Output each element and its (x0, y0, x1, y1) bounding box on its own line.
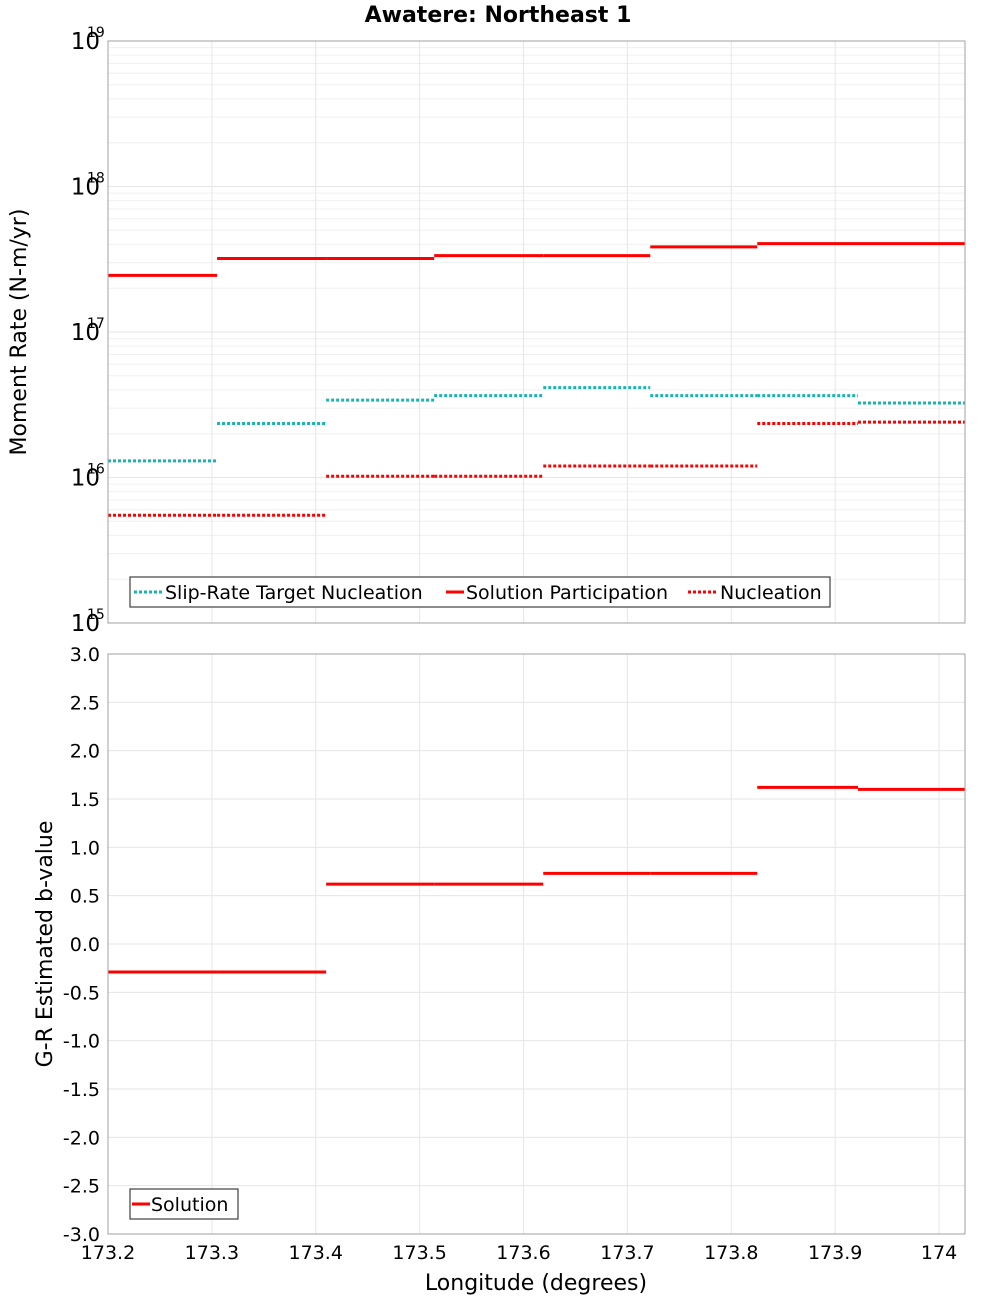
bottom-plot-frame (107, 653, 966, 1235)
x-tick-label: 173.7 (600, 1242, 654, 1264)
top-y-tick-base: 10 (71, 29, 100, 55)
bottom-gridlines (107, 653, 965, 1235)
bottom-y-tick-label: -3.0 (63, 1224, 100, 1246)
chart-title: Awatere: Northeast 1 (365, 3, 632, 28)
bottom-y-tick-label: 2.0 (70, 741, 100, 763)
x-tick-label: 174 (921, 1242, 957, 1264)
bottom-series-lines (108, 785, 965, 974)
x-axis-label: Longitude (degrees) (425, 1271, 647, 1296)
x-tick-label: 173.9 (808, 1242, 862, 1264)
bottom-y-tick-label: 1.0 (70, 837, 100, 859)
bottom-y-tick-label: 2.5 (70, 692, 100, 714)
top-y-tick-base: 10 (71, 175, 100, 201)
legend-label-solution: Solution (151, 1194, 228, 1216)
legend-label-nucleation: Nucleation (720, 582, 822, 604)
top-legend: Slip-Rate Target Nucleation Solution Par… (129, 576, 831, 608)
x-tick-labels: 173.2 173.3 173.4 173.5 173.6 173.7 173.8 173.9… (81, 1242, 957, 1264)
top-y-tick-base: 10 (71, 466, 100, 492)
x-tick-label: 173.3 (185, 1242, 239, 1264)
bottom-y-tick-label: 3.0 (70, 644, 100, 666)
b-value-panel: -3.0 -2.5 -2.0 -1.5 -1.0 -0.5 0.0 0.5 1.0 1.5 2.0 2… (33, 644, 966, 1296)
top-y-tick-exponent: 19 (87, 25, 105, 41)
bottom-y-tick-label: 0.5 (70, 886, 100, 908)
top-y-tick-base: 10 (71, 611, 100, 637)
bottom-y-tick-label: -1.0 (63, 1031, 100, 1053)
x-tick-label: 173.8 (704, 1242, 758, 1264)
x-tick-label: 173.4 (289, 1242, 343, 1264)
top-plot-frame (107, 40, 966, 624)
top-y-tick-exponent: 18 (87, 171, 105, 187)
bottom-y-tick-label: -2.5 (63, 1176, 100, 1198)
top-y-tick-exponent: 16 (87, 462, 105, 478)
top-y-tick-exponent: 15 (87, 607, 105, 623)
top-y-axis-label: Moment Rate (N-m/yr) (7, 209, 32, 456)
legend-label-slip-rate-target: Slip-Rate Target Nucleation (165, 582, 423, 604)
bottom-y-tick-label: -0.5 (63, 982, 100, 1004)
bottom-y-tick-label: 1.5 (70, 789, 100, 811)
bottom-legend: Solution (129, 1188, 239, 1220)
x-tick-label: 173.6 (496, 1242, 550, 1264)
bottom-y-tick-labels: -3.0 -2.5 -2.0 -1.5 -1.0 -0.5 0.0 0.5 1.0 1.5 2.0 2… (63, 644, 100, 1246)
top-series-lines (108, 242, 965, 517)
x-tick-label: 173.2 (81, 1242, 135, 1264)
top-y-tick-exponent: 17 (87, 316, 105, 332)
bottom-y-tick-label: 0.0 (70, 934, 100, 956)
top-gridlines (107, 40, 965, 624)
bottom-y-axis-label: G-R Estimated b-value (33, 821, 58, 1068)
bottom-y-tick-label: -1.5 (63, 1079, 100, 1101)
legend-label-solution-participation: Solution Participation (466, 582, 668, 604)
x-tick-label: 173.5 (392, 1242, 446, 1264)
top-y-tick-base: 10 (71, 320, 100, 346)
bottom-y-tick-label: -2.0 (63, 1127, 100, 1149)
